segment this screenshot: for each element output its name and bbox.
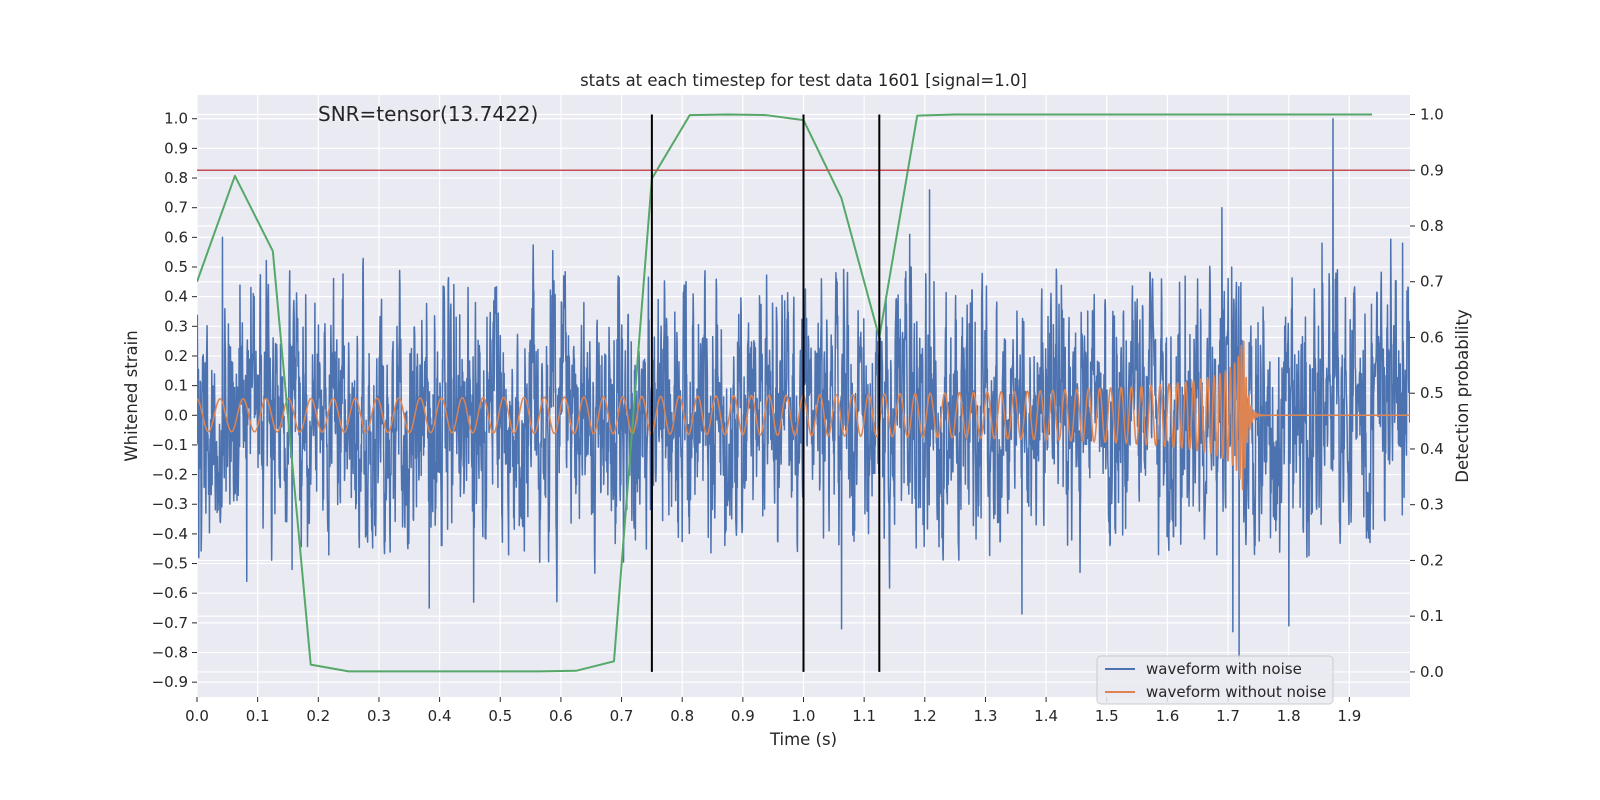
y-tick-label-right: 0.4 [1420,440,1444,458]
y-tick-label-right: 0.1 [1420,607,1444,625]
x-tick-label: 1.8 [1277,707,1301,725]
x-tick-label: 0.8 [670,707,694,725]
y-tick-label-right: 1.0 [1420,106,1444,124]
axes: 0.0 0.1 0.2 0.3 0.4 0.5 0.6 0.7 0.8 0.9 1.0 1.1 1.2 1… [152,106,1444,725]
x-axis-label: Time (s) [769,730,837,749]
series-line-probability [197,113,1373,673]
x-tick-label: 1.5 [1095,707,1119,725]
y-tick-label-right: 0.5 [1420,384,1444,402]
y-tick-label-right: 0.7 [1420,273,1444,291]
y-tick-label-left: 0.1 [164,377,188,395]
x-tick-label: 1.9 [1337,707,1361,725]
x-tick-label: 0.7 [610,707,634,725]
y-axis-label-right: Detection probability [1453,309,1472,483]
x-tick-label: 1.2 [913,707,937,725]
y-tick-label-left: 0.4 [164,288,188,306]
y-tick-label-left: 1.0 [164,110,188,128]
y-axis-label-left: Whitened strain [122,330,141,461]
y-tick-label-left: −0.2 [152,466,188,484]
y-tick-label-left: −0.7 [152,614,188,632]
x-tick-label: 0.2 [306,707,330,725]
legend-label-clean: waveform without noise [1146,683,1326,701]
y-tick-label-left: −0.5 [152,555,188,573]
x-tick-label: 0.5 [488,707,512,725]
y-tick-label-left: 0.7 [164,199,188,217]
y-tick-label-left: 0.6 [164,228,188,246]
x-tick-label: 0.1 [246,707,270,725]
y-tick-label-left: 0.2 [164,347,188,365]
x-tick-label: 1.3 [974,707,998,725]
y-tick-label-right: 0.0 [1420,663,1444,681]
x-tick-label: 0.9 [731,707,755,725]
x-tick-label: 0.4 [428,707,452,725]
x-tick-label: 1.4 [1034,707,1058,725]
y-tick-label-left: 0.9 [164,139,188,157]
legend-label-noisy: waveform with noise [1146,660,1302,678]
y-tick-label-left: −0.3 [152,495,188,513]
y-tick-label-left: 0.5 [164,258,188,276]
y-tick-label-left: 0.8 [164,169,188,187]
y-tick-label-left: −0.1 [152,436,188,454]
x-tick-label: 0.3 [367,707,391,725]
legend: waveform with noise waveform without noi… [1096,655,1334,705]
snr-annotation: SNR=tensor(13.7422) [318,102,538,126]
y-tick-label-right: 0.6 [1420,328,1444,346]
y-tick-label-left: −0.6 [152,584,188,602]
y-tick-label-left: −0.8 [152,644,188,662]
x-tick-label: 1.0 [792,707,816,725]
y-tick-label-right: 0.3 [1420,496,1444,514]
x-tick-label: 0.6 [549,707,573,725]
legend-box [1096,655,1334,705]
y-tick-label-left: 0.0 [164,406,188,424]
y-tick-label-right: 0.9 [1420,161,1444,179]
y-tick-label-right: 0.2 [1420,551,1444,569]
y-tick-label-left: 0.3 [164,317,188,335]
y-tick-label-left: −0.9 [152,673,188,691]
x-tick-label: 1.1 [852,707,876,725]
y-tick-label-right: 0.8 [1420,217,1444,235]
x-tick-label: 1.6 [1155,707,1179,725]
y-tick-label-left: −0.4 [152,525,188,543]
x-tick-label: 1.7 [1216,707,1240,725]
chart-title: stats at each timestep for test data 160… [580,71,1027,90]
x-tick-label: 0.0 [185,707,209,725]
series-layer [197,113,1410,673]
